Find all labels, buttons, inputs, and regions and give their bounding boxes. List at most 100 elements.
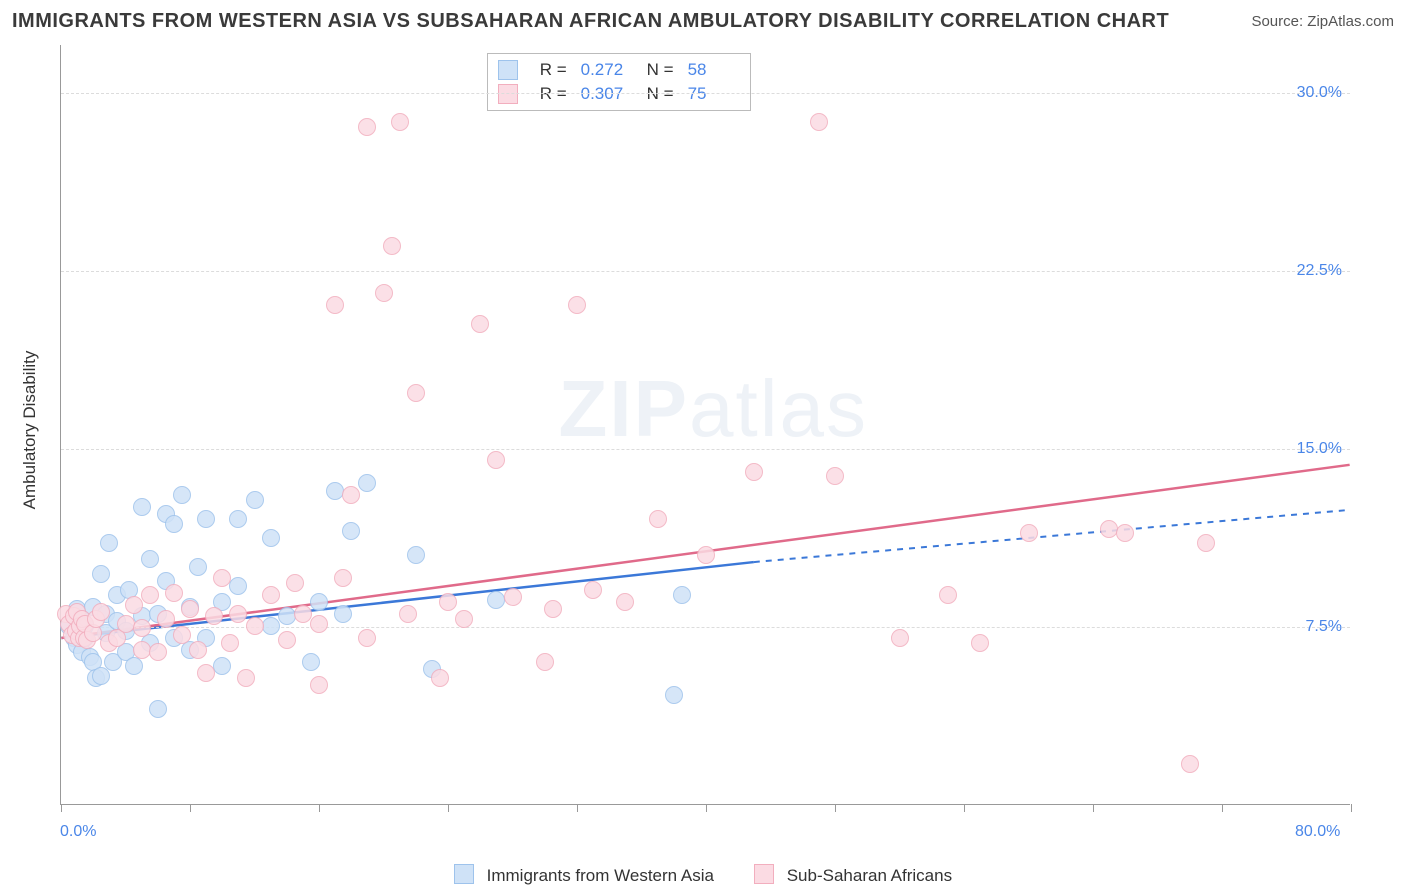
data-point	[229, 510, 247, 528]
legend-item-subsaharan: Sub-Saharan Africans	[754, 864, 952, 886]
data-point	[310, 676, 328, 694]
chart-title: IMMIGRANTS FROM WESTERN ASIA VS SUBSAHAR…	[12, 10, 1169, 33]
data-point	[487, 451, 505, 469]
data-point	[568, 296, 586, 314]
data-point	[213, 569, 231, 587]
data-point	[431, 669, 449, 687]
data-point	[278, 631, 296, 649]
data-point	[1197, 534, 1215, 552]
data-point	[1020, 524, 1038, 542]
legend-stat-row: R =0.307N =75	[498, 82, 740, 106]
scatter-plot: ZIPatlas R =0.272N =58R =0.307N =75 7.5%…	[60, 45, 1350, 805]
data-point	[471, 315, 489, 333]
data-point	[221, 634, 239, 652]
y-tick-label: 7.5%	[1306, 618, 1342, 636]
y-tick-label: 30.0%	[1297, 84, 1342, 102]
data-point	[197, 510, 215, 528]
data-point	[294, 605, 312, 623]
data-point	[302, 653, 320, 671]
data-point	[189, 641, 207, 659]
data-point	[334, 605, 352, 623]
data-point	[697, 546, 715, 564]
data-point	[165, 584, 183, 602]
data-point	[399, 605, 417, 623]
data-point	[197, 664, 215, 682]
legend-r-value: 0.307	[581, 84, 633, 104]
data-point	[487, 591, 505, 609]
data-point	[310, 615, 328, 633]
data-point	[262, 586, 280, 604]
data-point	[673, 586, 691, 604]
x-tick	[319, 804, 320, 812]
data-point	[939, 586, 957, 604]
data-point	[149, 700, 167, 718]
data-point	[326, 296, 344, 314]
data-point	[262, 617, 280, 635]
legend-series: Immigrants from Western Asia Sub-Saharan…	[0, 864, 1406, 886]
legend-swatch	[498, 84, 518, 104]
data-point	[342, 486, 360, 504]
data-point	[891, 629, 909, 647]
y-tick-label: 15.0%	[1297, 440, 1342, 458]
data-point	[246, 491, 264, 509]
legend-swatch	[498, 60, 518, 80]
data-point	[342, 522, 360, 540]
data-point	[649, 510, 667, 528]
x-tick	[964, 804, 965, 812]
y-axis-title: Ambulatory Disability	[20, 351, 40, 510]
legend-n-label: N =	[647, 60, 674, 80]
legend-n-value: 58	[688, 60, 740, 80]
data-point	[358, 474, 376, 492]
swatch-subsaharan	[754, 864, 774, 884]
watermark-rest: atlas	[689, 364, 868, 453]
data-point	[383, 237, 401, 255]
watermark: ZIPatlas	[559, 363, 868, 455]
data-point	[665, 686, 683, 704]
data-point	[455, 610, 473, 628]
gridline-h	[61, 449, 1350, 450]
data-point	[189, 558, 207, 576]
x-tick	[61, 804, 62, 812]
x-tick	[706, 804, 707, 812]
legend-stat-row: R =0.272N =58	[498, 58, 740, 82]
data-point	[544, 600, 562, 618]
data-point	[100, 534, 118, 552]
data-point	[1116, 524, 1134, 542]
data-point	[125, 596, 143, 614]
legend-label-subsaharan: Sub-Saharan Africans	[787, 866, 952, 885]
trend-lines	[61, 45, 1350, 804]
data-point	[826, 467, 844, 485]
x-axis-start-label: 0.0%	[60, 823, 96, 841]
data-point	[407, 546, 425, 564]
data-point	[229, 577, 247, 595]
data-point	[1181, 755, 1199, 773]
data-point	[358, 118, 376, 136]
watermark-zip: ZIP	[559, 364, 689, 453]
data-point	[213, 657, 231, 675]
data-point	[971, 634, 989, 652]
data-point	[92, 565, 110, 583]
data-point	[246, 617, 264, 635]
data-point	[536, 653, 554, 671]
data-point	[286, 574, 304, 592]
data-point	[584, 581, 602, 599]
data-point	[407, 384, 425, 402]
data-point	[125, 657, 143, 675]
data-point	[391, 113, 409, 131]
data-point	[133, 619, 151, 637]
data-point	[157, 610, 175, 628]
data-point	[810, 113, 828, 131]
data-point	[133, 498, 151, 516]
x-tick	[1351, 804, 1352, 812]
x-tick	[1093, 804, 1094, 812]
x-axis-end-label: 80.0%	[1295, 823, 1340, 841]
legend-r-label: R =	[540, 84, 567, 104]
data-point	[181, 600, 199, 618]
gridline-h	[61, 271, 1350, 272]
data-point	[173, 486, 191, 504]
data-point	[262, 529, 280, 547]
gridline-h	[61, 93, 1350, 94]
legend-r-label: R =	[540, 60, 567, 80]
x-tick	[190, 804, 191, 812]
data-point	[504, 588, 522, 606]
